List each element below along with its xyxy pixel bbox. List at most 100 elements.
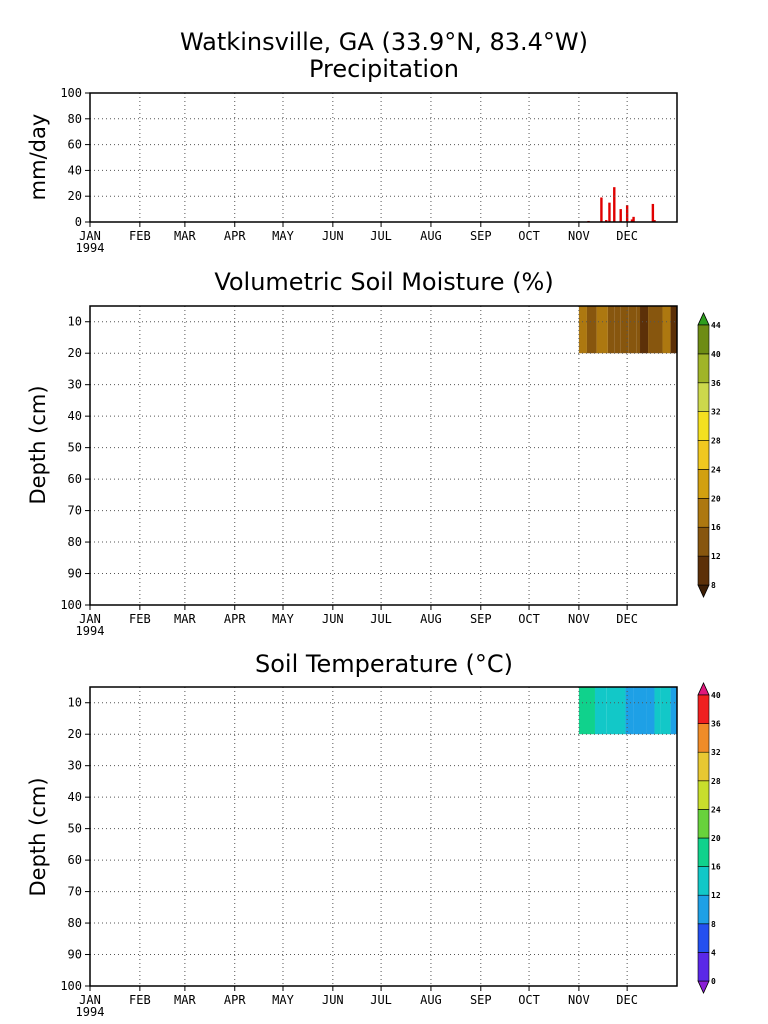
colorbar-tick-label: 36 xyxy=(711,379,721,388)
x-tick-label: JUL xyxy=(370,993,392,1007)
x-tick-label: SEP xyxy=(470,612,492,626)
colorbar-tick-label: 40 xyxy=(711,350,721,359)
heatmap-cell xyxy=(660,687,671,735)
y-tick-label: 40 xyxy=(68,163,82,177)
colorbar-segment xyxy=(697,694,710,724)
x-tick-label: FEB xyxy=(129,612,151,626)
x-tick-label: AUG xyxy=(420,993,442,1007)
colorbar-tick-label: 28 xyxy=(711,777,721,786)
x-tick-label: OCT xyxy=(518,229,540,243)
x-tick-label: MAR xyxy=(174,229,196,243)
heatmap-cell xyxy=(594,687,607,735)
heatmap-cell xyxy=(614,306,621,354)
plot-frame xyxy=(89,92,678,223)
y-tick-label: 70 xyxy=(68,885,82,899)
colorbar-extend-low xyxy=(697,584,710,598)
x-tick-label: OCT xyxy=(518,993,540,1007)
colorbar-tick-label: 40 xyxy=(711,691,721,700)
colorbar-segment xyxy=(697,723,710,753)
y-tick-label: 50 xyxy=(68,822,82,836)
colorbar-tick-label: 28 xyxy=(711,437,721,446)
colorbar-tick-label: 44 xyxy=(711,321,721,330)
y-axis-label: mm/day xyxy=(26,114,50,201)
colorbar-tick-label: 0 xyxy=(711,977,716,986)
colorbar-segment xyxy=(697,866,710,896)
x-tick-label: AUG xyxy=(420,229,442,243)
year-label: 1994 xyxy=(76,624,105,638)
colorbar-segment xyxy=(697,837,710,867)
precip-bar xyxy=(613,187,616,222)
colorbar-segment xyxy=(697,751,710,782)
heatmap-cell xyxy=(670,687,677,735)
x-tick-label: SEP xyxy=(470,229,492,243)
y-tick-label: 100 xyxy=(60,86,82,100)
heatmap-cell xyxy=(606,687,618,735)
y-tick-label: 90 xyxy=(68,948,82,962)
x-tick-label: JUN xyxy=(322,993,344,1007)
x-tick-label: DEC xyxy=(616,993,638,1007)
precip-bar xyxy=(651,203,655,222)
colorbar-segment xyxy=(697,780,710,810)
page-title: Watkinsville, GA (33.9°N, 83.4°W) xyxy=(180,28,588,56)
heatmap-cell xyxy=(662,306,671,354)
colorbar-segment xyxy=(697,411,710,441)
heatmap-cell xyxy=(625,687,634,735)
x-tick-label: AUG xyxy=(420,612,442,626)
precip-bar xyxy=(605,220,608,222)
plot-frame xyxy=(89,305,678,606)
y-tick-label: 30 xyxy=(68,378,82,392)
y-tick-label: 40 xyxy=(68,790,82,804)
colorbar-segment xyxy=(697,894,710,925)
colorbar-tick-label: 16 xyxy=(711,863,721,872)
colorbar-segment xyxy=(697,809,710,839)
heatmap-cell xyxy=(578,306,587,354)
colorbar: 8 12 16 20 24 28 32 36 40 44 xyxy=(697,312,721,598)
x-tick-label: JUN xyxy=(322,612,344,626)
colorbar-segment xyxy=(697,498,710,528)
heatmap-cell xyxy=(670,306,677,354)
y-axis-label: Depth (cm) xyxy=(26,777,50,896)
x-tick-label: JUL xyxy=(370,229,392,243)
colorbar-segment xyxy=(697,952,710,982)
heatmap-cell xyxy=(596,306,608,354)
colorbar-tick-label: 20 xyxy=(711,834,721,843)
y-axis-label: Depth (cm) xyxy=(26,385,50,504)
heatmap-cell xyxy=(654,687,661,735)
y-tick-label: 50 xyxy=(68,441,82,455)
heatmap-cell xyxy=(636,306,641,354)
y-tick-label: 40 xyxy=(68,409,82,423)
x-tick-label: MAY xyxy=(272,229,294,243)
colorbar-segment xyxy=(697,923,710,953)
chart-title: Precipitation xyxy=(309,55,459,83)
y-tick-label: 70 xyxy=(68,504,82,518)
heatmap-cell xyxy=(578,687,595,735)
chart-panel-1: Volumetric Soil Moisture (%) Depth (cm) 10… xyxy=(26,268,721,638)
heatmap-cell xyxy=(607,306,615,354)
year-label: 1994 xyxy=(76,1005,105,1019)
colorbar-extend-low xyxy=(697,980,710,994)
precip-bar xyxy=(632,216,635,222)
y-tick-label: 60 xyxy=(68,472,82,486)
colorbar-tick-label: 36 xyxy=(711,720,721,729)
x-tick-label: JAN xyxy=(79,993,101,1007)
colorbar-tick-label: 16 xyxy=(711,523,721,532)
y-tick-label: 20 xyxy=(68,346,82,360)
heatmap-cell xyxy=(617,687,626,735)
y-tick-label: 10 xyxy=(68,696,82,710)
x-tick-label: NOV xyxy=(568,612,590,626)
colorbar-tick-label: 4 xyxy=(711,948,716,957)
y-tick-label: 10 xyxy=(68,315,82,329)
chart-panel-0: Precipitation mm/day 0 20 40 60 80 100 JAN FEB MAR… xyxy=(26,55,678,255)
precip-bar xyxy=(630,219,634,222)
colorbar-tick-label: 8 xyxy=(711,920,716,929)
x-tick-label: MAR xyxy=(174,993,196,1007)
y-tick-label: 80 xyxy=(68,535,82,549)
chart-panel-2: Soil Temperature (°C)Depth (cm)102030405… xyxy=(26,650,721,1019)
y-tick-label: 20 xyxy=(68,189,82,203)
x-tick-label: JUL xyxy=(370,612,392,626)
x-tick-label: NOV xyxy=(568,993,590,1007)
y-tick-label: 60 xyxy=(68,853,82,867)
heatmap-cell xyxy=(633,687,647,735)
x-tick-label: JUN xyxy=(322,229,344,243)
